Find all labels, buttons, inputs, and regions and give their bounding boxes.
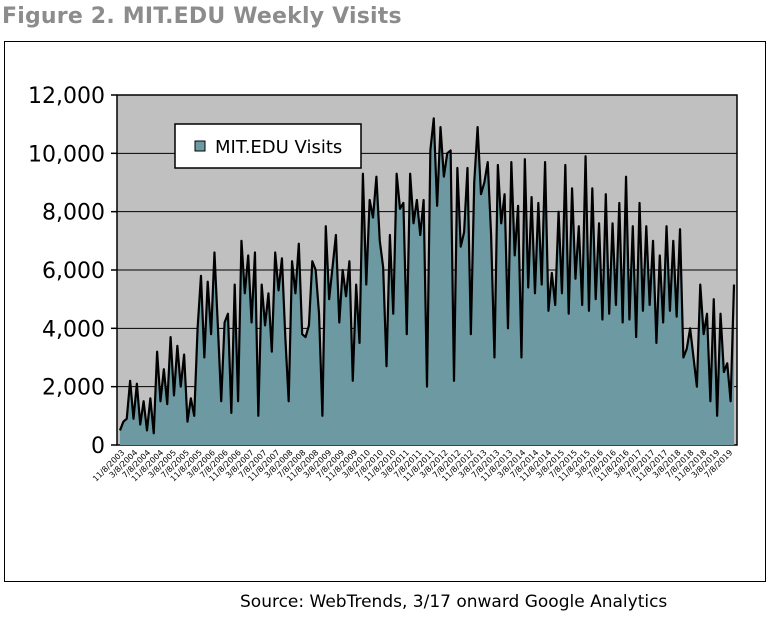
y-tick-label: 8,000 bbox=[42, 201, 105, 226]
area-chart: 0 2,000 4,000 6,000 8,000 10,000 12,000 11/8/2… bbox=[28, 84, 738, 483]
figure-title: Figure 2. MIT.EDU Weekly Visits bbox=[2, 4, 402, 29]
legend: MIT.EDU Visits bbox=[174, 123, 362, 169]
legend-swatch bbox=[194, 140, 206, 152]
y-tick-label: 4,000 bbox=[42, 317, 105, 342]
y-tick-label: 12,000 bbox=[28, 84, 105, 109]
y-axis: 0 2,000 4,000 6,000 8,000 10,000 12,000 bbox=[28, 84, 117, 459]
source-note: Source: WebTrends, 3/17 onward Google An… bbox=[240, 592, 668, 612]
y-tick-label: 10,000 bbox=[28, 142, 105, 167]
y-tick-label: 0 bbox=[91, 434, 105, 459]
y-tick-label: 2,000 bbox=[42, 376, 105, 401]
legend-label: MIT.EDU Visits bbox=[215, 137, 342, 158]
series-area bbox=[120, 118, 734, 445]
x-axis: 11/8/20033/8/20047/8/200411/8/20043/8/20… bbox=[91, 448, 734, 483]
legend-box bbox=[174, 123, 362, 169]
series-line bbox=[118, 117, 736, 435]
y-tick-label: 6,000 bbox=[42, 259, 105, 284]
